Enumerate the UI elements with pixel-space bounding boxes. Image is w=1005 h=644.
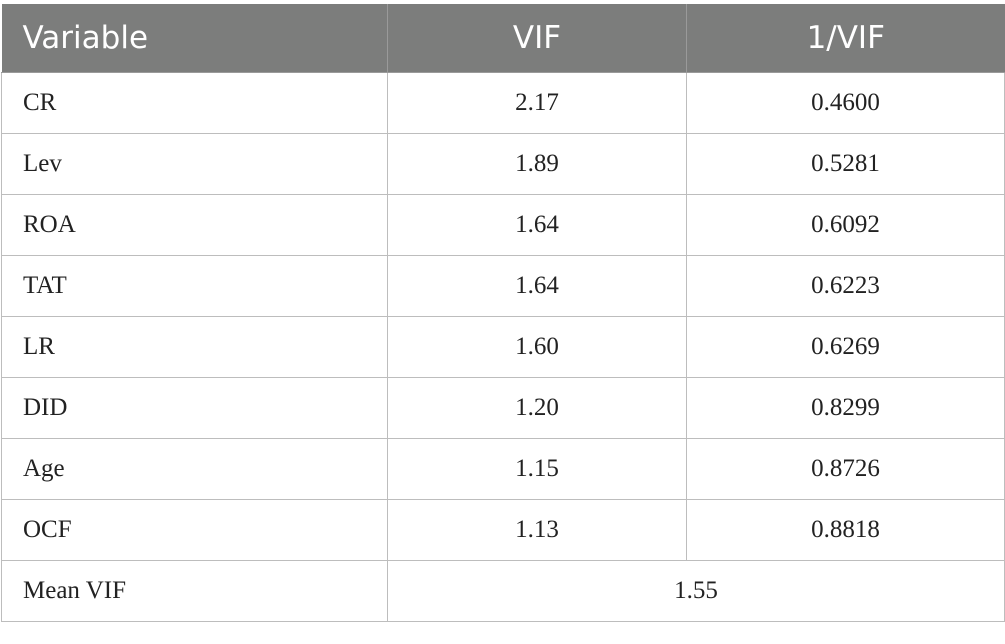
- variable-cell: OCF: [1, 499, 388, 561]
- table-row: Age 1.15 0.8726: [1, 438, 1005, 500]
- mean-vif-value: 1.55: [387, 560, 1005, 622]
- inverse-vif-cell: 0.6092: [686, 194, 1005, 256]
- inverse-vif-cell: 0.4600: [686, 72, 1005, 134]
- variable-cell: ROA: [1, 194, 388, 256]
- inverse-vif-cell: 0.6223: [686, 255, 1005, 317]
- vif-cell: 1.89: [387, 133, 687, 195]
- table-body: CR 2.17 0.4600 Lev 1.89 0.5281 ROA 1.64 …: [1, 72, 1005, 622]
- header-vif: VIF: [387, 4, 687, 73]
- variable-cell: DID: [1, 377, 388, 439]
- inverse-vif-cell: 0.8818: [686, 499, 1005, 561]
- table-row: TAT 1.64 0.6223: [1, 255, 1005, 317]
- table-row: CR 2.17 0.4600: [1, 72, 1005, 134]
- variable-cell: Lev: [1, 133, 388, 195]
- variable-cell: LR: [1, 316, 388, 378]
- header-row: Variable VIF 1/VIF: [1, 4, 1005, 73]
- inverse-vif-cell: 0.8726: [686, 438, 1005, 500]
- table-row: OCF 1.13 0.8818: [1, 499, 1005, 561]
- vif-cell: 1.15: [387, 438, 687, 500]
- mean-vif-label: Mean VIF: [1, 560, 388, 622]
- inverse-vif-cell: 0.5281: [686, 133, 1005, 195]
- table-row: DID 1.20 0.8299: [1, 377, 1005, 439]
- vif-cell: 1.20: [387, 377, 687, 439]
- table-row: LR 1.60 0.6269: [1, 316, 1005, 378]
- vif-cell: 2.17: [387, 72, 687, 134]
- table-header: Variable VIF 1/VIF: [1, 4, 1005, 73]
- header-variable: Variable: [1, 4, 388, 73]
- variable-cell: TAT: [1, 255, 388, 317]
- variable-cell: Age: [1, 438, 388, 500]
- inverse-vif-cell: 0.6269: [686, 316, 1005, 378]
- vif-cell: 1.60: [387, 316, 687, 378]
- inverse-vif-cell: 0.8299: [686, 377, 1005, 439]
- table-row: Lev 1.89 0.5281: [1, 133, 1005, 195]
- vif-cell: 1.13: [387, 499, 687, 561]
- table-row: ROA 1.64 0.6092: [1, 194, 1005, 256]
- vif-cell: 1.64: [387, 194, 687, 256]
- vif-table: Variable VIF 1/VIF CR 2.17 0.4600 Lev 1.…: [1, 4, 1005, 622]
- mean-vif-row: Mean VIF 1.55: [1, 560, 1005, 622]
- vif-cell: 1.64: [387, 255, 687, 317]
- header-inverse-vif: 1/VIF: [686, 4, 1005, 73]
- variable-cell: CR: [1, 72, 388, 134]
